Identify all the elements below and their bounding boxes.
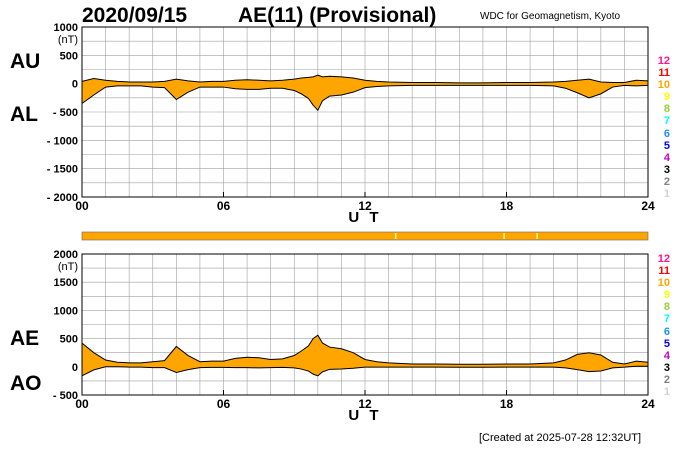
x-tick-label: 12	[358, 397, 372, 411]
x-axis-title: U T	[348, 209, 381, 226]
y-tick-label: 500	[60, 50, 78, 62]
x-tick-label: 24	[641, 397, 655, 411]
top-area-fill	[82, 75, 648, 111]
legend-item: 12	[657, 55, 670, 67]
x-tick-label: 00	[75, 397, 89, 411]
y-tick-label: 0	[72, 79, 78, 91]
series-ae-line	[81, 334, 649, 365]
legend-item: 5	[663, 337, 670, 350]
y-tick-label: - 500	[53, 107, 78, 119]
y-tick-label: 500	[60, 334, 78, 346]
y-tick-label: - 500	[53, 390, 78, 402]
legend-item: 6	[663, 127, 670, 140]
legend-item: 3	[663, 361, 670, 374]
legend-item: 2	[663, 373, 670, 386]
y-tick-label: 2000	[54, 249, 78, 261]
legend-item: 12	[657, 253, 670, 265]
created-timestamp: [Created at 2025-07-28 12:32UT]	[479, 432, 642, 444]
y-tick-label: 1000	[54, 305, 78, 317]
y-tick-label: - 1000	[47, 135, 78, 147]
bottom-area-fill	[82, 335, 648, 376]
legend-item: 10	[657, 79, 670, 92]
index-title: AE(11) (Provisional)	[238, 4, 437, 27]
legend-item: 7	[663, 313, 670, 326]
x-axis-title: U T	[348, 407, 381, 424]
quality-bar-fill	[81, 231, 649, 241]
x-tick-label: 06	[217, 397, 231, 411]
legend-item: 8	[663, 301, 670, 314]
legend-item: 1	[663, 386, 670, 399]
legend-top: 12 11 10 9 8 7 6 5 4 3 2 1	[648, 55, 670, 200]
al-label: AL	[10, 103, 38, 126]
legend-item: 11	[658, 67, 670, 80]
x-tick-label: 00	[75, 199, 89, 213]
x-tick-label: 18	[500, 397, 514, 411]
legend-item: 10	[657, 277, 670, 290]
y-tick-label: 1500	[54, 277, 78, 289]
legend-item: 2	[663, 175, 670, 188]
legend-item: 1	[663, 188, 670, 201]
legend-item: 8	[663, 103, 670, 116]
y-tick-label: 1000	[54, 22, 78, 34]
legend-item: 7	[663, 115, 670, 128]
y-unit-label: (nT)	[58, 261, 78, 273]
date-title: 2020/09/15	[82, 4, 188, 27]
legend-item: 5	[663, 139, 670, 152]
legend-item: 6	[663, 325, 670, 338]
source-label: WDC for Geomagnetism, Kyoto	[480, 11, 621, 22]
y-tick-label: - 2000	[47, 192, 78, 204]
quality-bar	[81, 231, 649, 241]
legend-item: 4	[663, 349, 670, 362]
legend-item: 4	[663, 151, 670, 164]
series-au-line	[81, 74, 649, 84]
au-label: AU	[10, 50, 41, 73]
x-tick-label: 12	[358, 199, 372, 213]
ao-label: AO	[10, 372, 42, 395]
series-al-line	[81, 84, 649, 112]
ae-label: AE	[10, 327, 40, 350]
top-panel: 00 06 12 18 24 1000 500 0 - 500 - 1000 - 1500 - 200…	[47, 22, 655, 226]
x-tick-label: 18	[500, 199, 514, 213]
bottom-panel: 00 06 12 18 24 2000 1500 1000 500 0 - 500 (nT) U T	[53, 249, 655, 424]
legend-item: 9	[663, 91, 670, 104]
legend-bottom: 12 11 10 9 8 7 6 5 4 3 2 1	[648, 253, 670, 398]
y-tick-label: - 1500	[47, 164, 78, 176]
y-tick-label: 0	[72, 362, 78, 374]
series-ao-line	[81, 365, 648, 377]
legend-item: 3	[663, 163, 670, 176]
legend-item: 9	[663, 289, 670, 302]
legend-item: 11	[658, 265, 670, 278]
x-tick-label: 24	[641, 199, 655, 213]
x-tick-label: 06	[217, 199, 231, 213]
y-unit-label: (nT)	[58, 34, 78, 46]
